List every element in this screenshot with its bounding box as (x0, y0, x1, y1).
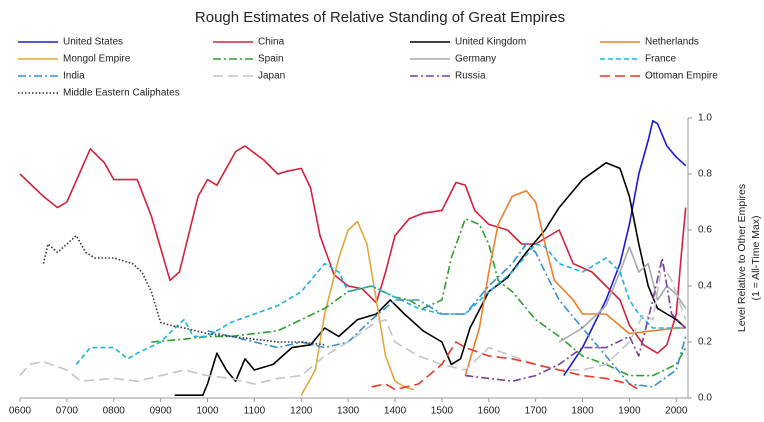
x-tick-label: 0900 (150, 406, 173, 417)
x-tick-label: 1400 (384, 406, 407, 417)
series-line (563, 120, 687, 377)
y-axis-title-line: Level Relative to Other Empires (736, 184, 748, 332)
y-axis-title: Level Relative to Other Empires (1 = All… (736, 184, 762, 332)
x-tick-label: 1800 (571, 406, 594, 417)
series-line (464, 190, 686, 376)
series-line (19, 262, 687, 385)
series-line (371, 341, 640, 391)
x-tick-label: 1500 (431, 406, 454, 417)
series-line (558, 246, 687, 343)
legend-label: Mongol Empire (63, 54, 131, 65)
y-tick-label: 0.4 (698, 281, 712, 292)
y-tick-label: 0.8 (698, 169, 712, 180)
x-tick-label: 0800 (103, 406, 126, 417)
y-tick-label: 0.2 (698, 337, 712, 348)
legend-label: Germany (455, 54, 496, 65)
x-tick-label: 1200 (290, 406, 313, 417)
series-line (75, 243, 686, 365)
y-axis-title-line: (1 = All-Time Max) (750, 215, 762, 300)
chart-title: Rough Estimates of Relative Standing of … (195, 9, 565, 26)
legend-label: China (258, 37, 285, 48)
legend-label: France (645, 54, 677, 65)
series-line (300, 220, 415, 396)
x-tick-label: 1000 (196, 406, 219, 417)
legend-label: Ottoman Empire (645, 71, 718, 82)
series-line (42, 234, 325, 346)
x-tick-label: 1100 (244, 406, 266, 417)
x-tick-label: 0600 (9, 406, 32, 417)
series-line (151, 218, 687, 377)
legend-label: India (63, 71, 85, 82)
x-tick-label: 1900 (618, 406, 641, 417)
x-tick-label: 1600 (478, 406, 501, 417)
legend-label: Middle Eastern Caliphates (63, 88, 180, 99)
legend-label: United States (63, 37, 123, 48)
y-tick-label: 0.0 (698, 393, 712, 404)
legend-label: Japan (258, 71, 285, 82)
legend-label: Russia (455, 71, 486, 82)
x-tick-label: 2000 (665, 406, 688, 417)
y-tick-label: 1.0 (698, 113, 712, 124)
x-tick-label: 1700 (525, 406, 548, 417)
series-line (207, 243, 687, 388)
legend-label: United Kingdom (455, 37, 526, 48)
y-tick-label: 0.6 (698, 225, 712, 236)
series-line (174, 162, 687, 396)
legend-label: Spain (258, 54, 284, 65)
x-tick-label: 1300 (337, 406, 360, 417)
x-tick-label: 0700 (56, 406, 79, 417)
legend-label: Netherlands (645, 37, 699, 48)
series-line (19, 145, 687, 354)
series-line (465, 257, 687, 382)
